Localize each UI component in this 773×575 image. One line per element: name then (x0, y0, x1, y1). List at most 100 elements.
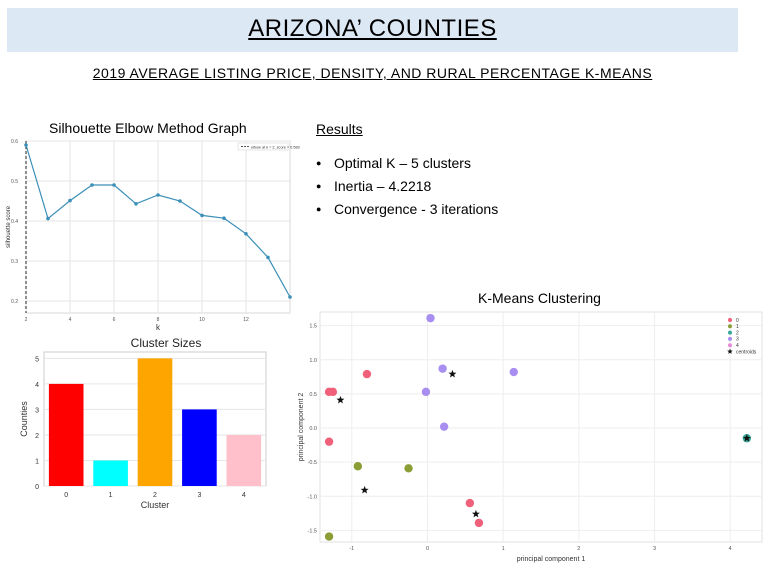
elbow-score-point (90, 183, 94, 187)
kmeans-legend-swatch-1 (728, 324, 732, 329)
kmeans-y-tick-label: -0.5 (308, 460, 317, 466)
elbow-chart: 2 4 6 8 10 12 0.2 0.3 0.4 0.5 0.6 elbow at k = 2, s… (6, 139, 300, 332)
kmeans-point-cluster-1 (353, 462, 363, 471)
kmeans-x-tick-label: 1 (502, 546, 505, 552)
kmeans-legend-centroid-swatch (727, 348, 733, 354)
size-x-axis-label: Cluster (141, 500, 170, 510)
size-bar-cluster-0 (48, 383, 84, 486)
results-item-optimal-k: Optimal K – 5 clusters (316, 154, 498, 177)
page-title: ARIZONA’ COUNTIES (248, 15, 497, 42)
kmeans-legend-swatch-3 (728, 336, 732, 341)
elbow-x-tick-label: 12 (243, 317, 249, 323)
kmeans-point-cluster-1 (404, 464, 413, 473)
kmeans-plot-area (319, 311, 763, 543)
elbow-score-point (222, 216, 226, 220)
size-bar-cluster-1 (93, 460, 128, 486)
kmeans-scatter-chart: -1 0 1 2 3 4-1.5-1.0-0.50.00.51.01.501234cent… (298, 311, 763, 563)
kmeans-x-tick-label: -1 (349, 546, 354, 552)
elbow-score-point (178, 199, 182, 203)
size-y-tick-label: 0 (35, 484, 39, 491)
kmeans-x-tick-label: 3 (653, 546, 656, 552)
elbow-y-tick-label: 0.6 (11, 139, 18, 145)
size-bar-cluster-3 (182, 409, 217, 486)
elbow-x-tick-label: 10 (199, 317, 205, 323)
kmeans-legend-label: centroids (736, 349, 757, 355)
kmeans-legend-label: 0 (736, 318, 739, 324)
elbow-x-tick-label: 2 (25, 317, 28, 323)
kmeans-legend-label: 4 (736, 343, 739, 349)
results-item-inertia: Inertia – 4.2218 (316, 177, 498, 200)
kmeans-point-cluster-0 (465, 498, 475, 508)
size-y-tick-label: 5 (35, 356, 39, 363)
size-x-tick-label: 0 (64, 492, 68, 499)
size-x-tick-label: 4 (242, 492, 246, 499)
kmeans-point-cluster-0 (474, 518, 484, 528)
title-banner: ARIZONA’ COUNTIES (7, 8, 738, 52)
kmeans-centroid-marker (336, 395, 345, 404)
elbow-score-point (200, 213, 204, 218)
kmeans-y-tick-label: -1.0 (308, 494, 317, 500)
kmeans-legend-label: 1 (736, 324, 739, 330)
kmeans-chart-title: K-Means Clustering (478, 290, 601, 306)
size-chart-title: Cluster Sizes (131, 336, 202, 350)
elbow-score-point (68, 198, 72, 203)
elbow-legend (237, 142, 289, 151)
size-bar-cluster-2 (137, 358, 173, 486)
elbow-chart-title: Silhouette Elbow Method Graph (49, 120, 247, 136)
size-y-tick-label: 3 (35, 407, 39, 414)
kmeans-y-tick-label: 0.5 (309, 392, 317, 398)
kmeans-centroid-marker (360, 485, 369, 494)
elbow-score-point (266, 255, 270, 260)
kmeans-point-cluster-3 (509, 367, 518, 377)
size-y-tick-label: 2 (35, 433, 39, 440)
size-x-tick-label: 1 (109, 492, 113, 499)
kmeans-legend-label: 2 (736, 330, 739, 336)
kmeans-legend-swatch-4 (728, 343, 732, 348)
kmeans-y-tick-label: 0.0 (309, 426, 317, 432)
kmeans-centroid-marker (448, 369, 457, 378)
kmeans-legend-swatch-0 (728, 318, 732, 322)
elbow-score-point (46, 216, 50, 221)
cluster-size-chart: Cluster Sizes 0 1 2 3 4 5 0 1 2 3 4 Cluster Counties (19, 336, 267, 510)
results-item-convergence: Convergence - 3 iterations (316, 200, 498, 223)
size-x-tick-label: 3 (197, 492, 201, 499)
kmeans-legend-swatch-2 (728, 330, 732, 335)
kmeans-x-tick-label: 0 (426, 546, 429, 552)
kmeans-point-cluster-3 (426, 313, 435, 323)
kmeans-y-tick-label: 1.0 (309, 358, 317, 364)
kmeans-point-cluster-1 (324, 532, 334, 541)
kmeans-y-tick-label: 1.5 (309, 324, 317, 330)
elbow-score-point (134, 202, 138, 206)
kmeans-point-cluster-3 (439, 422, 449, 431)
size-y-tick-label: 4 (35, 382, 39, 389)
kmeans-centroid-marker (471, 509, 480, 518)
kmeans-point-cluster-0 (362, 369, 372, 379)
elbow-x-axis-label: k (156, 323, 161, 332)
kmeans-x-axis-label: principal component 1 (517, 556, 586, 563)
elbow-y-tick-label: 0.4 (11, 219, 18, 225)
elbow-y-tick-label: 0.2 (11, 299, 18, 305)
elbow-x-tick-label: 4 (69, 317, 72, 323)
kmeans-point-cluster-0 (324, 387, 334, 397)
kmeans-x-tick-label: 2 (577, 546, 580, 552)
elbow-score-point (156, 193, 160, 197)
elbow-score-point (244, 232, 248, 236)
kmeans-point-cluster-0 (324, 437, 334, 446)
kmeans-y-axis-label: principal component 2 (298, 393, 305, 462)
elbow-y-tick-label: 0.5 (11, 179, 18, 185)
size-bar-cluster-4 (226, 434, 262, 486)
elbow-x-tick-label: 8 (157, 317, 160, 323)
kmeans-point-cluster-3 (421, 387, 431, 397)
elbow-x-tick-label: 6 (113, 317, 116, 323)
elbow-score-point (112, 183, 116, 187)
size-x-tick-label: 2 (153, 492, 157, 499)
kmeans-x-tick-label: 4 (729, 546, 732, 552)
elbow-legend-label: elbow at k = 2, score = 0.589 (251, 145, 300, 149)
kmeans-legend-label: 3 (736, 337, 739, 343)
size-y-axis-label: Counties (19, 401, 29, 437)
kmeans-y-tick-label: -1.5 (308, 528, 317, 534)
elbow-score-point (288, 295, 292, 299)
kmeans-centroid-marker (742, 434, 751, 442)
elbow-score-point (24, 143, 28, 147)
elbow-y-axis-label: silhouette score (6, 205, 12, 248)
